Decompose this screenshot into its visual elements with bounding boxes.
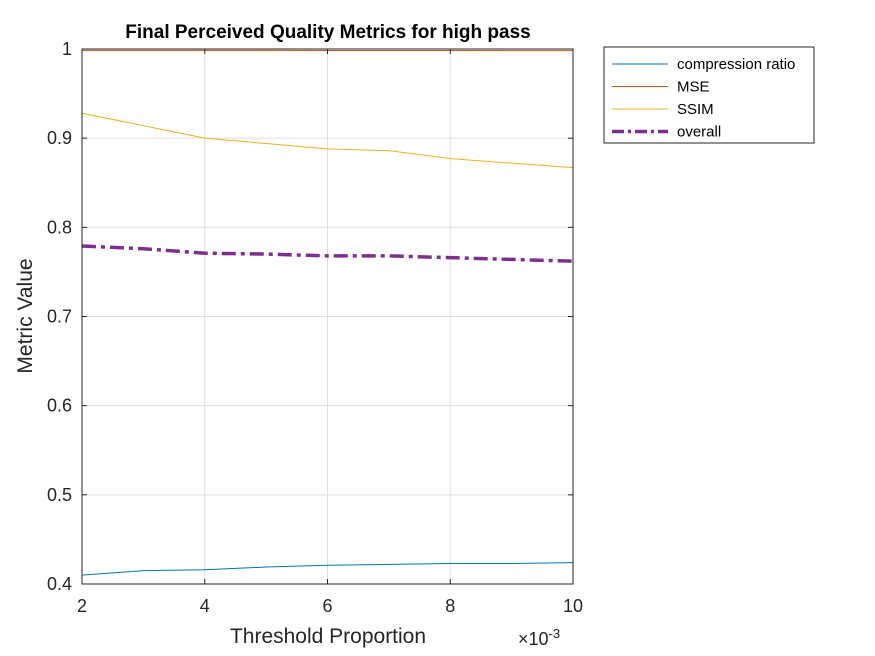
y-tick-label: 0.4 xyxy=(47,574,72,594)
x-tick-label: 2 xyxy=(77,596,87,616)
legend-box xyxy=(603,46,815,144)
x-axis-exponent-base: ×10 xyxy=(518,629,549,649)
grid xyxy=(81,48,574,585)
y-tick-label: 0.9 xyxy=(47,128,72,148)
legend: compression ratio MSE SSIM overall xyxy=(603,46,815,144)
axis-ticks: 2 4 6 8 10 0.4 0.5 0.6 0.7 0.8 0.9 1 xyxy=(47,39,583,616)
x-axis-exponent: ×10-3 xyxy=(518,626,560,649)
y-tick-label: 0.6 xyxy=(47,396,72,416)
y-axis-label: Metric Value xyxy=(14,258,37,373)
x-tick-label: 8 xyxy=(445,596,455,616)
legend-label: SSIM xyxy=(677,101,714,118)
legend-label: compression ratio xyxy=(677,56,795,73)
y-tick-label: 0.7 xyxy=(47,307,72,327)
y-tick-label: 1 xyxy=(62,39,72,59)
chart-title: Final Perceived Quality Metrics for high… xyxy=(125,22,530,43)
x-tick-label: 6 xyxy=(322,596,332,616)
legend-label: MSE xyxy=(677,79,710,96)
legend-label: overall xyxy=(677,124,721,141)
series-line-ssim xyxy=(81,112,574,169)
x-tick-label: 4 xyxy=(200,596,210,616)
y-tick-label: 0.8 xyxy=(47,217,72,237)
x-tick-label: 10 xyxy=(563,596,583,616)
x-axis-label: Threshold Proportion xyxy=(230,625,426,648)
x-axis-exponent-power: -3 xyxy=(549,626,561,641)
y-tick-label: 0.5 xyxy=(47,485,72,505)
series-line-compression-ratio xyxy=(81,562,574,576)
series-line-overall xyxy=(81,244,574,263)
